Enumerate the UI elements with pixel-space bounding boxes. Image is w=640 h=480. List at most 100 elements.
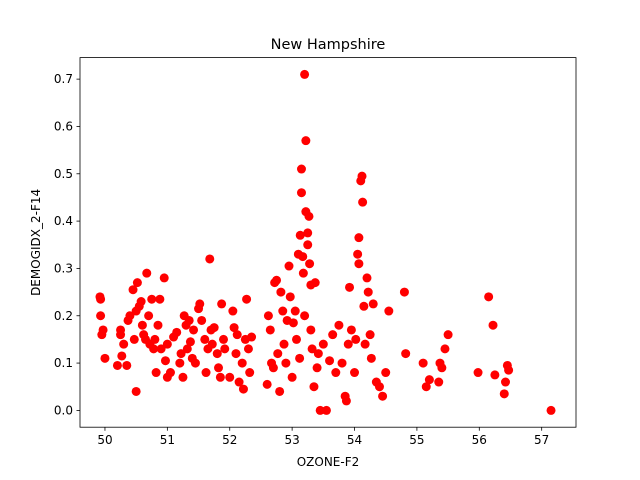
data-point	[300, 69, 310, 79]
data-point	[119, 339, 129, 349]
data-point	[176, 349, 186, 359]
data-point	[281, 358, 291, 368]
data-point	[291, 334, 301, 344]
data-point	[178, 372, 188, 382]
y-tick-label: 0.3	[54, 261, 73, 275]
data-point	[276, 287, 286, 297]
data-point	[295, 353, 305, 363]
data-point	[488, 320, 498, 330]
y-tick-label: 0.0	[54, 403, 73, 417]
data-point	[262, 379, 272, 389]
data-point	[129, 334, 139, 344]
y-tick-label: 0.2	[54, 309, 73, 323]
data-point	[116, 325, 126, 335]
data-point	[473, 368, 483, 378]
x-tick-label: 52	[222, 433, 237, 447]
data-point	[195, 299, 205, 309]
x-tick-label: 56	[472, 433, 487, 447]
data-point	[368, 299, 378, 309]
data-point	[232, 330, 242, 340]
plot-frame	[79, 57, 577, 428]
data-point	[184, 315, 194, 325]
data-point	[218, 334, 228, 344]
data-point	[546, 405, 556, 415]
data-point	[142, 268, 152, 278]
data-point	[353, 249, 363, 259]
data-point	[499, 389, 509, 399]
data-point	[378, 391, 388, 401]
data-point	[268, 363, 278, 373]
data-point	[362, 273, 372, 283]
data-point	[156, 344, 166, 354]
data-point	[363, 287, 373, 297]
data-point	[399, 287, 409, 297]
data-point	[437, 363, 447, 373]
data-point	[189, 325, 199, 335]
data-point	[136, 297, 146, 307]
data-point	[185, 337, 195, 347]
data-point	[265, 325, 275, 335]
data-point	[296, 164, 306, 174]
data-point	[401, 349, 411, 359]
data-point	[374, 382, 384, 392]
data-point	[279, 339, 289, 349]
data-point	[263, 311, 273, 321]
data-point	[306, 325, 316, 335]
data-point	[300, 311, 310, 321]
data-point	[357, 171, 367, 181]
data-point	[434, 377, 444, 387]
data-point	[304, 211, 314, 221]
data-point	[132, 278, 142, 288]
x-tick-label: 50	[97, 433, 112, 447]
data-point	[217, 299, 227, 309]
data-point	[128, 285, 138, 295]
data-point	[275, 386, 285, 396]
data-point	[247, 332, 257, 342]
data-point	[366, 353, 376, 363]
y-axis-label: DEMOGIDX_2-F14	[29, 189, 43, 296]
data-point	[96, 294, 106, 304]
data-point	[313, 349, 323, 359]
data-point	[242, 294, 252, 304]
data-point	[350, 368, 360, 378]
data-point	[346, 325, 356, 335]
data-point	[290, 306, 300, 316]
data-point	[343, 339, 353, 349]
chart-title: New Hampshire	[271, 37, 386, 53]
data-point	[225, 372, 235, 382]
data-point	[215, 372, 225, 382]
data-point	[284, 261, 294, 271]
data-point	[149, 344, 159, 354]
data-point	[298, 252, 308, 262]
y-axis-ticks: 0.0 0.1 0.2 0.3 0.4 0.5 0.6 0.7	[54, 72, 80, 417]
data-point	[309, 382, 319, 392]
x-tick-label: 53	[284, 433, 299, 447]
data-point	[229, 323, 239, 333]
data-point	[190, 358, 200, 368]
data-point	[443, 330, 453, 340]
y-tick-label: 0.6	[54, 119, 73, 133]
data-point	[301, 136, 311, 146]
data-point	[175, 358, 185, 368]
data-point	[421, 382, 431, 392]
data-point	[365, 330, 375, 340]
data-point	[296, 188, 306, 198]
x-axis-ticks: 50 51 52 53 54 55 56 57	[97, 427, 549, 447]
data-point	[207, 339, 217, 349]
data-point	[117, 351, 127, 361]
y-tick-label: 0.4	[54, 214, 73, 228]
data-point	[307, 344, 317, 354]
data-point	[150, 334, 160, 344]
x-tick-label: 57	[534, 433, 549, 447]
data-point	[220, 344, 230, 354]
data-point	[228, 306, 238, 316]
data-point	[165, 368, 175, 378]
data-point	[331, 368, 341, 378]
data-point	[238, 384, 248, 394]
data-point	[131, 386, 141, 396]
data-point	[122, 360, 132, 370]
y-tick-label: 0.1	[54, 356, 73, 370]
data-point	[351, 334, 361, 344]
data-point	[303, 228, 313, 238]
